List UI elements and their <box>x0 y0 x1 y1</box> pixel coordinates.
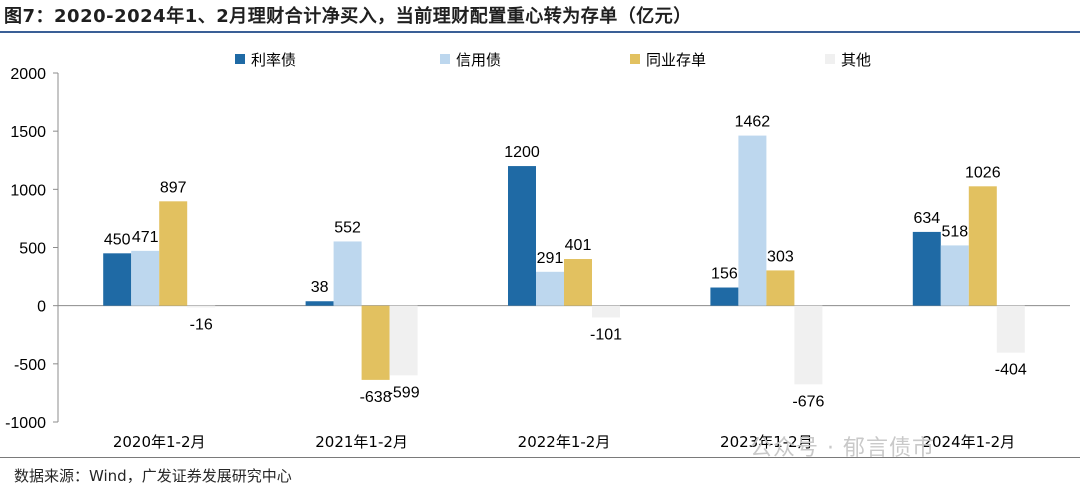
bar-0-4 <box>912 231 941 306</box>
bar-1-4 <box>940 245 969 306</box>
legend-label: 信用债 <box>456 51 501 69</box>
legend-label: 其他 <box>841 51 871 69</box>
bar-1-1 <box>333 241 362 306</box>
data-label: 291 <box>537 250 564 267</box>
data-label: -101 <box>590 326 622 343</box>
x-category-label: 2023年1-2月 <box>720 433 813 451</box>
bar-chart: 2000 1500 1000 500 0 -500 -1000 2020年1-2月 2021年1… <box>5 51 1070 451</box>
bar-0-1 <box>305 301 334 306</box>
bar-2-0 <box>159 201 188 306</box>
bar-0-3 <box>710 287 739 306</box>
x-category-label: 2022年1-2月 <box>518 433 611 451</box>
legend-label: 利率债 <box>251 51 296 69</box>
x-category-label: 2024年1-2月 <box>922 433 1015 451</box>
bar-3-2 <box>592 305 620 318</box>
data-label: 1200 <box>504 144 540 161</box>
bar-0-0 <box>103 253 132 306</box>
data-label: -638 <box>360 389 392 406</box>
bar-2-3 <box>766 270 795 306</box>
bar-3-1 <box>389 305 418 376</box>
y-tick-label: -500 <box>14 357 46 374</box>
y-tick-label: 500 <box>19 241 46 258</box>
data-label: 156 <box>711 266 738 283</box>
bar-3-0 <box>187 305 216 308</box>
legend-swatch <box>825 54 835 64</box>
y-tick-label: -1000 <box>5 415 46 432</box>
data-label: 897 <box>160 179 187 196</box>
data-label: 1026 <box>965 164 1001 181</box>
data-label: -404 <box>995 362 1027 379</box>
x-category-label: 2020年1-2月 <box>113 433 206 451</box>
bar-0-2 <box>508 166 536 306</box>
x-category-label: 2021年1-2月 <box>315 433 408 451</box>
data-label: 634 <box>913 210 940 227</box>
y-tick-label: 2000 <box>10 66 46 83</box>
data-label: 38 <box>311 279 329 296</box>
bar-1-0 <box>131 250 160 306</box>
legend-label: 同业存单 <box>646 51 706 69</box>
data-label: 471 <box>132 229 159 246</box>
data-label: 401 <box>565 237 592 254</box>
chart-bars <box>103 135 1025 385</box>
title-divider <box>0 31 1080 33</box>
y-tick-label: 1500 <box>10 124 46 141</box>
y-tick-label: 1000 <box>10 182 46 199</box>
chart-axes: 2000 1500 1000 500 0 -500 -1000 2020年1-2月 2021年1… <box>5 66 1070 451</box>
data-label: -676 <box>792 393 824 410</box>
data-label: -599 <box>388 384 420 401</box>
data-label: -16 <box>190 317 213 334</box>
data-label: 552 <box>334 219 361 236</box>
bar-2-4 <box>968 186 997 306</box>
bar-1-3 <box>738 135 767 306</box>
chart-title: 图7：2020-2024年1、2月理财合计净买入，当前理财配置重心转为存单（亿元… <box>4 6 692 27</box>
y-tick-label: 0 <box>37 299 46 316</box>
legend-swatch <box>630 54 640 64</box>
data-label: 303 <box>767 248 794 265</box>
bar-3-4 <box>996 305 1025 353</box>
legend-swatch <box>235 54 245 64</box>
chart-legend: 利率债 信用债 同业存单 其他 <box>235 51 871 69</box>
bar-3-3 <box>794 305 823 385</box>
source-note: 数据来源：Wind，广发证券发展研究中心 <box>14 467 292 485</box>
footer-divider <box>0 457 1080 458</box>
watermark-text: 公众号 · 郁言债市 <box>750 436 935 461</box>
bar-1-2 <box>536 271 564 306</box>
data-label: 450 <box>104 231 131 248</box>
data-label: 1462 <box>735 114 771 131</box>
legend-swatch <box>440 54 450 64</box>
bar-2-1 <box>361 305 390 380</box>
bar-2-2 <box>564 259 592 306</box>
data-label: 518 <box>941 223 968 240</box>
